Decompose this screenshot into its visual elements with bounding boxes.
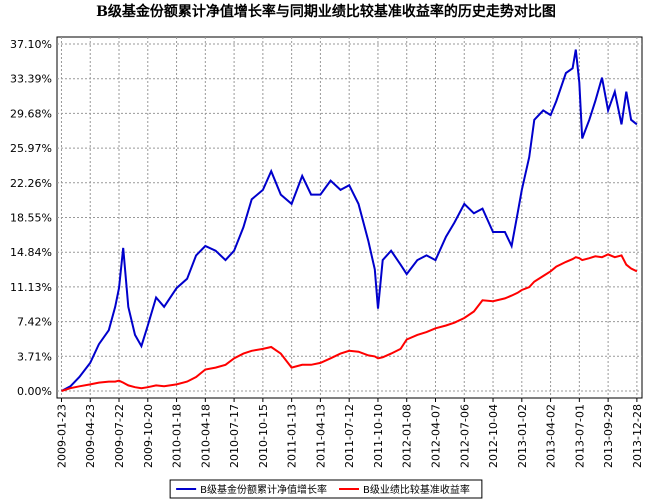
x-tick-label: 2009-07-22 — [113, 404, 126, 468]
x-tick-label: 2010-10-15 — [257, 404, 270, 468]
x-tick-label: 2012-10-04 — [487, 404, 500, 468]
x-tick-label: 2009-10-20 — [142, 404, 155, 468]
y-tick-label: 33.39% — [10, 73, 52, 86]
x-tick-label: 2010-07-17 — [228, 404, 241, 468]
y-tick-label: 7.42% — [17, 316, 52, 329]
x-tick-label: 2012-01-08 — [401, 404, 414, 468]
x-tick-label: 2011-04-13 — [314, 404, 327, 468]
y-tick-label: 11.13% — [10, 281, 52, 294]
data-line — [61, 49, 638, 392]
y-tick-label: 18.55% — [10, 212, 52, 225]
x-tick-label: 2011-10-10 — [372, 404, 385, 468]
legend-box — [169, 479, 483, 499]
data-line — [61, 253, 638, 392]
legend-label: B级业绩比较基准收益率 — [363, 483, 470, 496]
y-tick-label: 22.26% — [10, 177, 52, 190]
x-tick-label: 2013-07-01 — [573, 404, 586, 468]
x-tick-label: 2009-01-23 — [55, 404, 68, 468]
y-tick-label: 3.71% — [17, 350, 52, 363]
y-tick-label: 0.00% — [17, 385, 52, 398]
legend: B级基金份额累计净值增长率 B级业绩比较基准收益率 — [169, 479, 483, 499]
y-tick-label: 37.10% — [10, 38, 52, 51]
x-tick-label: 2010-04-18 — [199, 404, 212, 468]
legend-label: B级基金份额累计净值增长率 — [200, 483, 327, 496]
x-tick-label: 2013-01-02 — [516, 404, 529, 468]
x-tick-label: 2012-04-07 — [429, 404, 442, 468]
y-tick-label: 14.84% — [10, 246, 52, 259]
x-tick-label: 2011-07-12 — [343, 404, 356, 468]
chart-title: B级基金份额累计净值增长率与同期业绩比较基准收益率的历史走势对比图 — [96, 3, 556, 20]
y-tick-label: 25.97% — [10, 142, 52, 155]
x-tick-label: 2013-09-29 — [602, 404, 615, 468]
x-tick-label: 2010-01-18 — [171, 404, 184, 468]
y-tick-label: 29.68% — [10, 107, 52, 120]
x-tick-label: 2013-12-28 — [631, 404, 644, 468]
x-tick-label: 2012-07-06 — [458, 404, 471, 468]
x-tick-label: 2011-01-13 — [286, 404, 299, 468]
x-tick-label: 2009-04-23 — [84, 404, 97, 468]
x-tick-label: 2013-04-02 — [545, 404, 558, 468]
